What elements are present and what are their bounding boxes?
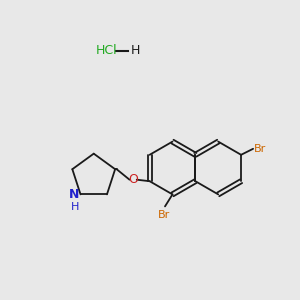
Text: Br: Br: [158, 210, 170, 220]
Text: H: H: [70, 202, 79, 212]
Text: N: N: [69, 188, 79, 201]
Text: HCl: HCl: [96, 44, 118, 58]
Text: Br: Br: [254, 144, 266, 154]
Text: H: H: [130, 44, 140, 58]
Text: O: O: [128, 173, 138, 186]
